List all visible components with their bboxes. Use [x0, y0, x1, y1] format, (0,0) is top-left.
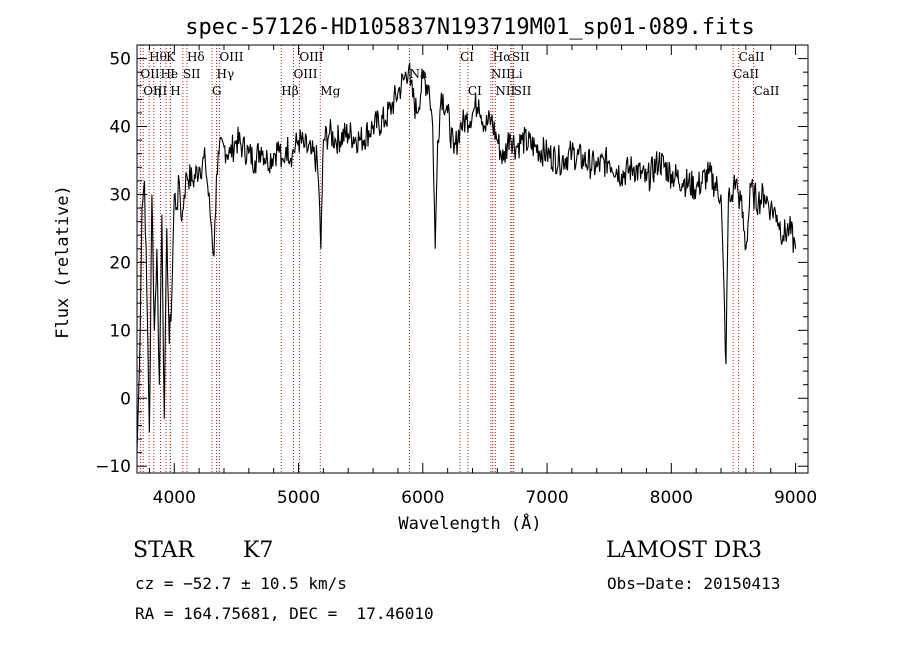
x-tick-label: 7000	[525, 488, 568, 508]
y-tick-label: 50	[109, 50, 131, 70]
spectral-line-label: Hα	[493, 50, 512, 64]
spectral-line-label: K	[166, 50, 176, 64]
x-tick-label: 6000	[401, 488, 444, 508]
y-axis-label: Flux (relative)	[53, 185, 73, 339]
chart-title: spec-57126-HD105837N193719M01_sp01-089.f…	[185, 15, 755, 40]
spectral-line-label: OIII	[299, 50, 323, 64]
spectral-line-label: OIII	[219, 50, 243, 64]
spectral-line-label: G	[212, 84, 222, 98]
spectral-line-label: η	[154, 84, 161, 98]
spectral-line-label: OIII	[143, 84, 167, 98]
y-tick-label: 40	[109, 118, 131, 138]
spectral-line-label: SII	[514, 84, 532, 98]
spectral-line-label: Hθ	[149, 50, 167, 64]
coordinates: RA = 164.75681, DEC = 17.46010	[135, 604, 434, 623]
y-tick-label: 30	[109, 185, 131, 205]
spectral-line-label: SII	[512, 50, 530, 64]
spectral-line-label: Hγ	[217, 67, 235, 81]
y-tick-label: 0	[120, 389, 131, 409]
spectral-line-label: Hβ	[281, 84, 298, 98]
spectral-line-label: I	[170, 67, 175, 81]
x-tick-label: 4000	[153, 488, 196, 508]
plot-frame	[136, 44, 809, 474]
spectrum-series-line	[136, 62, 797, 453]
spectral-line-label: NII	[495, 84, 515, 98]
spectral-line-label: CaII	[754, 84, 780, 98]
spectral-line-label: CaII	[733, 67, 759, 81]
spectral-line-label: CaII	[739, 50, 765, 64]
plot-area: HθKHδOIIIOIIICIHαSIICaIIOIIHeISIIHγOIIIN…	[95, 44, 817, 508]
x-tick-label: 5000	[277, 488, 320, 508]
spectral-line-label: Mg	[320, 84, 340, 98]
spectral-line-label: Hδ	[187, 50, 205, 64]
x-tick-label: 8000	[650, 488, 693, 508]
y-tick-label: 10	[109, 321, 131, 341]
spectral-line-label: CI	[460, 50, 474, 64]
survey-name: LAMOST DR3	[606, 538, 762, 563]
object-class: STAR	[133, 538, 194, 563]
redshift-cz: cz = −52.7 ± 10.5 km/s	[135, 574, 347, 593]
spectral-line-label: CI	[468, 84, 482, 98]
spectral-line-label: OIII	[293, 67, 317, 81]
y-tick-label: 20	[109, 253, 131, 273]
spectral-line-label: NII	[491, 67, 511, 81]
object-subclass: K7	[243, 538, 274, 563]
x-tick-label: 9000	[774, 488, 817, 508]
spectral-line-label: H	[170, 84, 180, 98]
spectral-line-label: OII	[140, 67, 160, 81]
observation-date: Obs−Date: 20150413	[607, 574, 781, 593]
spectral-line-label: SII	[183, 67, 201, 81]
y-tick-label: −10	[95, 457, 131, 477]
x-axis-label: Wavelength (Å)	[398, 512, 541, 534]
spectral-line-label: He	[160, 67, 178, 81]
spectral-line-label: Li	[511, 67, 523, 81]
